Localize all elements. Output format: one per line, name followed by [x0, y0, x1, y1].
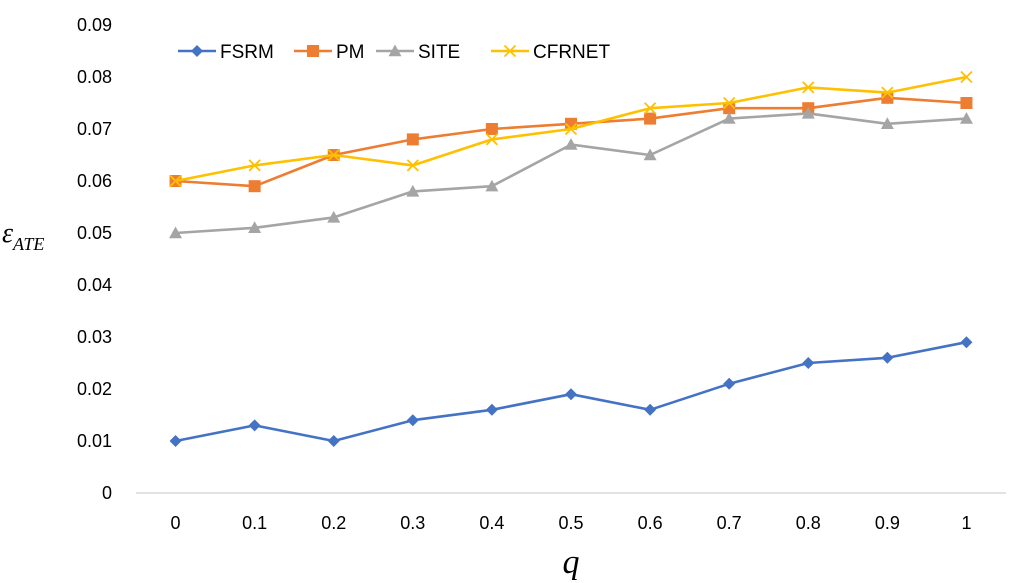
- legend-marker-fsrm: [191, 45, 203, 57]
- data-point-fsrm: [802, 357, 815, 369]
- legend-marker-pm: [307, 45, 319, 57]
- x-tick-label: 0.9: [875, 513, 900, 533]
- y-tick-label: 0.08: [77, 67, 112, 87]
- data-point-fsrm: [406, 414, 419, 427]
- data-point-site: [406, 184, 420, 197]
- data-point-cfrnet: [723, 96, 736, 110]
- data-point-cfrnet: [248, 159, 261, 172]
- y-tick-label: 0.01: [77, 431, 112, 451]
- legend-label-site: SITE: [418, 42, 460, 63]
- x-axis-title: q: [563, 544, 580, 581]
- y-tick-label: 0.02: [77, 379, 112, 399]
- data-point-cfrnet: [485, 133, 499, 146]
- x-axis-ticks: 0 0.1 0.2 0.3 0.4 0.5 0.6 0.7 0.8 0.9 1: [171, 513, 972, 533]
- y-tick-label: 0: [102, 483, 112, 503]
- data-point-cfrnet: [643, 102, 657, 115]
- legend-item-fsrm: FSRM: [178, 42, 274, 63]
- data-point-pm: [960, 97, 973, 109]
- y-tick-label: 0.06: [77, 171, 112, 191]
- x-tick-label: 0.4: [479, 513, 504, 533]
- y-tick-label: 0.05: [77, 223, 112, 243]
- x-tick-label: 0.2: [321, 513, 346, 533]
- legend-marker-cfrnet: [503, 44, 517, 58]
- data-point-site: [722, 112, 736, 124]
- data-point-cfrnet: [960, 70, 973, 84]
- data-point-cfrnet: [406, 159, 419, 172]
- series-line-site: [175, 112, 967, 235]
- legend-item-site: SITE: [376, 42, 460, 63]
- x-tick-label: 0: [171, 513, 181, 533]
- data-point-fsrm: [644, 403, 657, 416]
- y-tick-label: 0.09: [77, 15, 112, 35]
- x-tick-label: 0.1: [242, 513, 267, 533]
- y-axis-title-main: ε: [2, 218, 13, 249]
- legend-label-fsrm: FSRM: [220, 42, 274, 63]
- series-cfrnet: [169, 70, 973, 188]
- data-point-site: [327, 210, 341, 223]
- y-tick-label: 0.07: [77, 119, 112, 139]
- legend-label-cfrnet: CFRNET: [533, 42, 610, 63]
- y-axis-title: εATE: [2, 218, 44, 254]
- data-point-site: [169, 226, 183, 239]
- data-point-pm: [406, 133, 419, 146]
- y-tick-label: 0.04: [77, 275, 112, 295]
- series-site: [169, 106, 973, 239]
- legend-item-pm: PM: [294, 42, 365, 63]
- y-axis-title-sub: ATE: [12, 234, 44, 254]
- y-tick-label: 0.03: [77, 327, 112, 347]
- x-tick-label: 0.7: [717, 513, 742, 533]
- data-point-site: [801, 106, 815, 119]
- series-fsrm: [169, 336, 973, 447]
- data-point-fsrm: [960, 336, 973, 349]
- data-point-site: [959, 112, 973, 124]
- x-tick-label: 0.8: [796, 513, 821, 533]
- x-tick-label: 0.3: [400, 513, 425, 533]
- data-point-cfrnet: [169, 174, 182, 188]
- legend-marker-site: [388, 44, 402, 57]
- x-tick-label: 1: [961, 513, 971, 533]
- legend: FSRM PM SITE CFRNET: [178, 42, 610, 63]
- legend-item-cfrnet: CFRNET: [491, 42, 610, 63]
- x-tick-label: 0.5: [558, 513, 583, 533]
- data-point-site: [564, 138, 578, 150]
- data-point-fsrm: [248, 419, 261, 432]
- data-point-cfrnet: [881, 86, 894, 99]
- data-point-pm: [485, 123, 498, 135]
- data-point-site: [643, 148, 657, 161]
- data-point-fsrm: [723, 377, 736, 390]
- x-tick-label: 0.6: [638, 513, 663, 533]
- data-point-fsrm: [881, 351, 894, 364]
- data-point-pm: [644, 112, 657, 125]
- data-point-cfrnet: [327, 148, 340, 162]
- data-point-site: [485, 179, 499, 192]
- legend-label-pm: PM: [336, 42, 365, 63]
- data-point-pm: [248, 180, 261, 193]
- data-point-fsrm: [169, 435, 182, 447]
- y-axis-ticks: 0 0.01 0.02 0.03 0.04 0.05 0.06 0.07 0.08 0.09: [77, 15, 112, 503]
- data-point-cfrnet: [564, 122, 578, 136]
- series-layer: [169, 70, 973, 447]
- data-point-fsrm: [485, 403, 498, 416]
- data-point-site: [248, 221, 262, 233]
- data-point-fsrm: [327, 435, 340, 447]
- data-point-cfrnet: [802, 81, 815, 94]
- data-point-fsrm: [565, 388, 577, 401]
- data-point-site: [880, 117, 894, 129]
